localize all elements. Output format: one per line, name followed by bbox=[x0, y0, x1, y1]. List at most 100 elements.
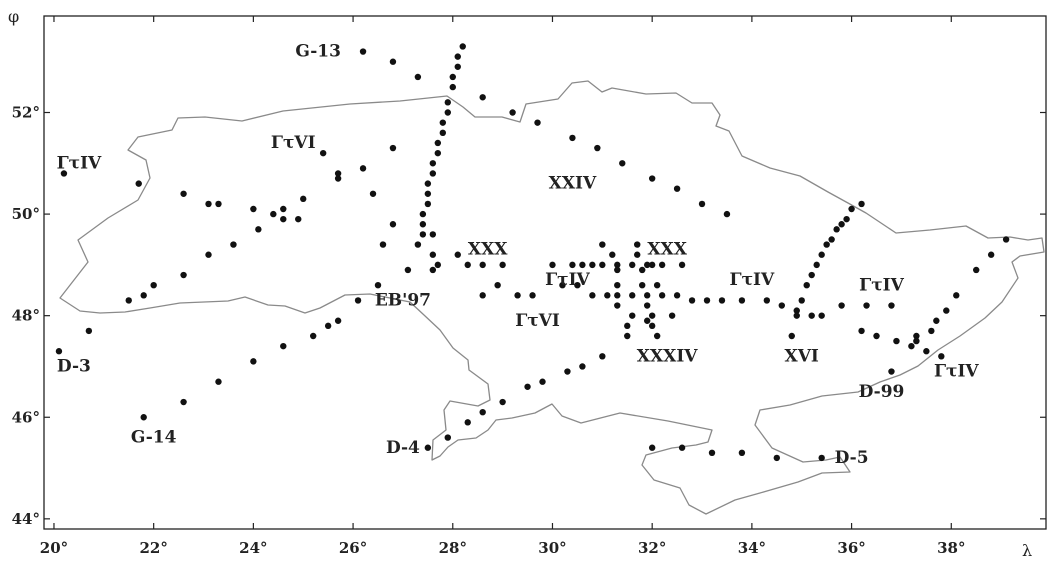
station-point bbox=[893, 337, 900, 345]
station-point bbox=[619, 160, 626, 167]
station-point bbox=[933, 317, 940, 324]
station-point bbox=[464, 261, 471, 269]
station-point bbox=[634, 251, 641, 258]
x-tick-label: 24° bbox=[239, 539, 267, 557]
station-point bbox=[923, 348, 930, 355]
station-point bbox=[658, 261, 666, 269]
station-point bbox=[215, 378, 222, 385]
station-point bbox=[499, 398, 506, 406]
station-point bbox=[773, 454, 781, 462]
station-point bbox=[614, 281, 621, 289]
station-point bbox=[589, 292, 596, 299]
station-point bbox=[639, 266, 646, 274]
station-point bbox=[389, 58, 397, 65]
station-point bbox=[479, 94, 486, 101]
station-point bbox=[255, 226, 262, 233]
profile-label: ΓτIV bbox=[545, 270, 590, 290]
station-point bbox=[369, 190, 377, 197]
profile-label: G-14 bbox=[131, 428, 177, 448]
station-point bbox=[848, 205, 855, 213]
station-point bbox=[938, 353, 945, 360]
station-point bbox=[648, 322, 656, 330]
profile-label: D-3 bbox=[57, 357, 91, 377]
station-point bbox=[653, 281, 661, 289]
station-point bbox=[280, 342, 287, 350]
station-point bbox=[943, 307, 950, 314]
station-point bbox=[449, 73, 456, 81]
station-point bbox=[374, 281, 382, 289]
station-point bbox=[270, 210, 277, 218]
station-point bbox=[574, 281, 581, 289]
profile-label: D-5 bbox=[835, 448, 869, 468]
station-point bbox=[643, 261, 651, 269]
station-point bbox=[564, 368, 571, 375]
station-point bbox=[280, 215, 287, 223]
station-point bbox=[150, 281, 157, 289]
station-point bbox=[823, 241, 830, 248]
station-point bbox=[688, 297, 696, 304]
station-point bbox=[379, 241, 387, 248]
station-point bbox=[60, 170, 68, 177]
station-point bbox=[648, 175, 656, 182]
station-point bbox=[250, 205, 257, 213]
station-point bbox=[334, 170, 342, 177]
station-point bbox=[429, 170, 437, 177]
station-point bbox=[793, 312, 800, 319]
station-point bbox=[678, 444, 686, 451]
station-point bbox=[609, 251, 616, 258]
station-point bbox=[334, 317, 342, 324]
x-tick-label: 32° bbox=[638, 539, 666, 557]
profile-label: EB'97 bbox=[375, 291, 431, 311]
profile-label: ΓτIV bbox=[57, 153, 102, 173]
profile-label: ΓτIV bbox=[730, 270, 775, 290]
station-point bbox=[908, 342, 915, 350]
station-point bbox=[125, 297, 132, 304]
station-point bbox=[778, 302, 785, 309]
station-point bbox=[539, 378, 546, 385]
station-point bbox=[464, 419, 471, 426]
profile-label: D-99 bbox=[859, 382, 905, 402]
station-point bbox=[230, 241, 237, 248]
station-point bbox=[624, 322, 631, 330]
station-point bbox=[424, 200, 432, 208]
station-point bbox=[479, 261, 486, 269]
station-point bbox=[569, 134, 576, 142]
station-point bbox=[494, 281, 501, 289]
station-point bbox=[444, 99, 451, 106]
x-tick-label: 20° bbox=[40, 539, 68, 557]
station-point bbox=[140, 414, 147, 421]
y-tick-label: 46° bbox=[12, 408, 40, 426]
station-point bbox=[639, 281, 646, 289]
x-tick-label: 34° bbox=[738, 539, 766, 557]
station-point bbox=[808, 271, 815, 279]
station-point bbox=[424, 444, 432, 451]
profile-label: D-4 bbox=[386, 438, 420, 458]
profile-label: ΓτVI bbox=[271, 133, 316, 153]
station-point bbox=[404, 266, 412, 274]
station-point bbox=[599, 261, 606, 269]
station-point bbox=[803, 281, 810, 289]
station-point bbox=[813, 261, 820, 269]
station-point bbox=[524, 383, 531, 390]
station-point bbox=[180, 271, 187, 279]
station-point bbox=[309, 332, 317, 340]
station-point bbox=[648, 312, 656, 319]
station-point bbox=[439, 129, 447, 137]
station-point bbox=[454, 63, 461, 70]
station-point bbox=[599, 353, 606, 360]
station-point bbox=[419, 221, 427, 228]
station-point bbox=[634, 241, 641, 248]
station-point bbox=[624, 332, 631, 340]
station-point bbox=[818, 312, 825, 319]
station-point bbox=[549, 261, 556, 269]
station-point bbox=[648, 444, 656, 451]
station-point bbox=[723, 210, 731, 218]
station-point bbox=[135, 180, 142, 187]
station-point bbox=[833, 226, 840, 233]
station-point bbox=[389, 221, 397, 228]
station-point bbox=[180, 398, 187, 406]
station-point bbox=[85, 327, 93, 335]
profile-label: G-13 bbox=[295, 42, 341, 62]
station-point bbox=[614, 266, 621, 274]
station-point bbox=[324, 322, 332, 330]
